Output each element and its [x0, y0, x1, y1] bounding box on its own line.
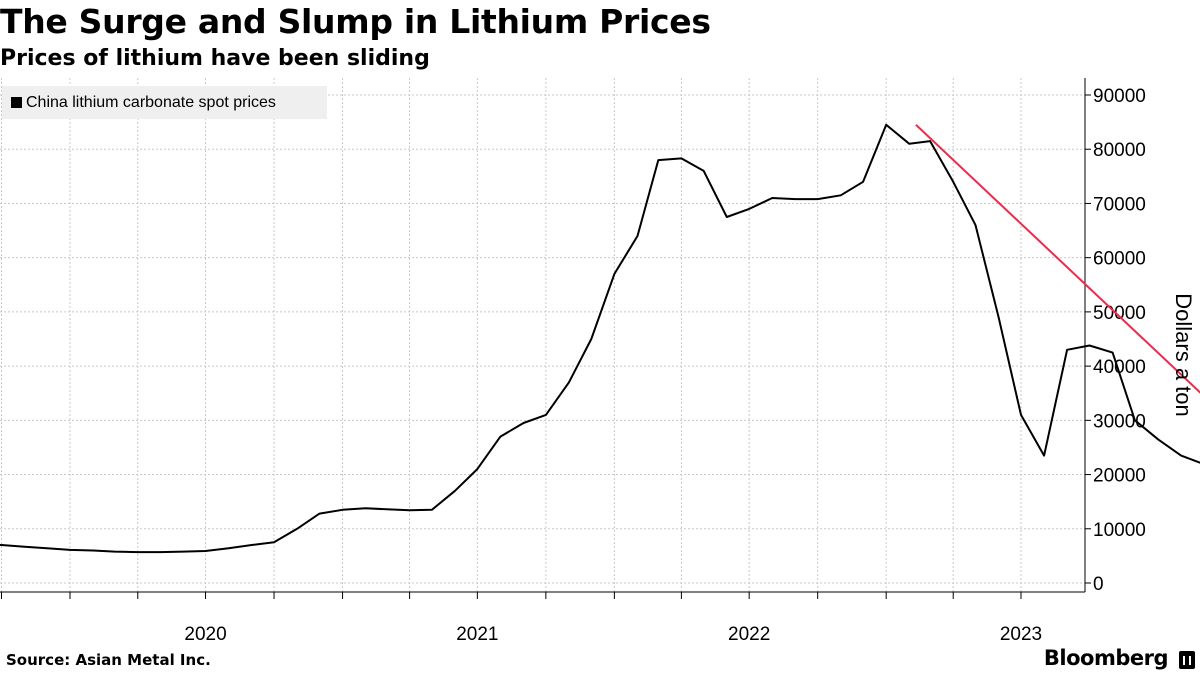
- price-line: [0, 123, 1200, 554]
- legend-swatch: [11, 97, 22, 108]
- series-group: [0, 123, 1200, 554]
- gridlines: [0, 78, 1085, 592]
- trend-arrow-line: [915, 124, 1200, 394]
- y-tick-label: 70000: [1093, 194, 1146, 215]
- chart-title: The Surge and Slump in Lithium Prices: [0, 2, 711, 41]
- x-tick-label: 2021: [456, 624, 498, 645]
- chart-subtitle: Prices of lithium have been sliding: [0, 46, 430, 71]
- legend-label: China lithium carbonate spot prices: [26, 93, 276, 111]
- bloomberg-logo-icon: [1179, 651, 1195, 669]
- source-note: Source: Asian Metal Inc.: [6, 651, 211, 669]
- bloomberg-logo-text: Bloomberg: [1043, 646, 1169, 670]
- x-tick-label: 2023: [1000, 624, 1042, 645]
- y-tick-label: 50000: [1093, 303, 1146, 324]
- y-tick-label: 90000: [1093, 86, 1146, 107]
- y-tick-label: 0: [1093, 574, 1104, 595]
- annotations: [915, 124, 1200, 394]
- y-tick-label: 10000: [1093, 520, 1146, 541]
- x-tick-label: 2022: [728, 624, 770, 645]
- y-axis-title: Dollars a ton: [1171, 293, 1196, 417]
- y-tick-label: 20000: [1093, 466, 1146, 487]
- y-tick-label: 40000: [1093, 357, 1146, 378]
- y-tick-label: 80000: [1093, 140, 1146, 161]
- y-axis: 0100002000030000400005000060000700008000…: [1084, 78, 1146, 595]
- x-axis: 2020 2021 2022 2023: [0, 591, 1085, 645]
- y-tick-label: 60000: [1093, 249, 1146, 270]
- legend: China lithium carbonate spot prices: [2, 86, 327, 119]
- x-tick-label: 2020: [184, 624, 226, 645]
